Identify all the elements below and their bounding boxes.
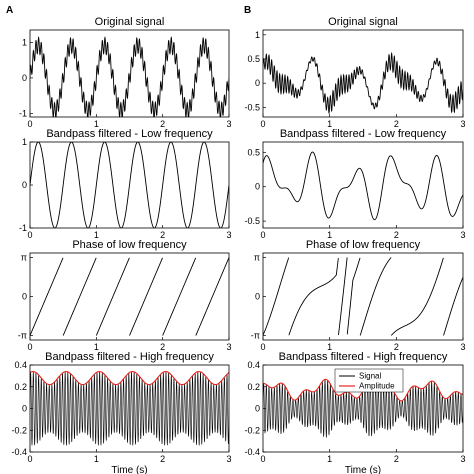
y-tick-label: 0 xyxy=(22,292,27,302)
x-tick-label: 1 xyxy=(327,454,332,464)
x-tick-label: 2 xyxy=(160,230,165,240)
y-tick-label: 0.4 xyxy=(247,360,260,370)
y-tick-label: -π xyxy=(18,331,27,341)
chart-title: Bandpass filtered - Low frequency xyxy=(46,128,213,140)
x-tick-label: 2 xyxy=(394,119,399,129)
chart-title: Original signal xyxy=(328,16,398,28)
x-tick-label: 0 xyxy=(27,342,32,352)
chart-title: Bandpass filtered - Low frequency xyxy=(280,128,447,140)
y-tick-label: -0.2 xyxy=(11,425,27,435)
x-tick-label: 2 xyxy=(394,342,399,352)
y-tick-label: 0 xyxy=(22,73,27,83)
y-tick-label: π xyxy=(21,252,27,262)
x-tick-label: 1 xyxy=(94,454,99,464)
x-tick-label: 1 xyxy=(94,230,99,240)
y-tick-label: -0.4 xyxy=(244,447,260,457)
amplitude-line xyxy=(30,370,229,386)
x-tick-label: 3 xyxy=(226,119,231,129)
x-tick-label: 0 xyxy=(27,230,32,240)
y-tick-label: 0.5 xyxy=(247,54,260,64)
x-tick-label: 3 xyxy=(460,230,465,240)
y-tick-label: 0.2 xyxy=(14,382,27,392)
series-line xyxy=(30,142,229,228)
x-tick-label: 3 xyxy=(226,454,231,464)
x-tick-label: 0 xyxy=(27,454,32,464)
y-tick-label: 0.4 xyxy=(14,360,27,370)
legend-signal-label: Signal xyxy=(359,372,381,381)
x-tick-label: 1 xyxy=(327,342,332,352)
y-tick-label: 0 xyxy=(22,180,27,190)
x-tick-label: 2 xyxy=(394,454,399,464)
x-tick-label: 1 xyxy=(327,230,332,240)
x-tick-label: 0 xyxy=(260,342,265,352)
chart-b-4: Bandpass filtered - High frequency 0 1 2 3 -0… xyxy=(244,351,465,474)
x-tick-label: 2 xyxy=(160,119,165,129)
y-tick-label: -0.4 xyxy=(11,447,27,457)
y-tick-label: 0.2 xyxy=(247,382,260,392)
chart-title: Bandpass filtered - High frequency xyxy=(279,351,448,363)
y-tick-label: -1 xyxy=(19,108,27,118)
x-tick-label: 2 xyxy=(160,342,165,352)
y-tick-label: 0 xyxy=(255,292,260,302)
chart-title: Phase of low frequency xyxy=(306,239,421,251)
x-tick-label: 3 xyxy=(460,454,465,464)
series-line xyxy=(30,36,229,117)
y-tick-label: 0 xyxy=(255,182,260,192)
series-line xyxy=(30,371,229,446)
x-tick-label: 3 xyxy=(460,342,465,352)
x-tick-label: 1 xyxy=(94,342,99,352)
x-tick-label: 2 xyxy=(160,454,165,464)
y-tick-label: π xyxy=(254,252,260,262)
x-tick-label: 3 xyxy=(226,342,231,352)
x-tick-label: 3 xyxy=(226,230,231,240)
x-tick-label: 0 xyxy=(260,119,265,129)
y-tick-label: -1 xyxy=(19,223,27,233)
legend-amplitude-label: Amplitude xyxy=(359,382,395,391)
series-line xyxy=(30,257,229,336)
x-axis-label: Time (s) xyxy=(111,465,147,474)
axes-frame xyxy=(262,29,464,118)
y-tick-label: 0 xyxy=(22,404,27,414)
y-tick-label: -0.5 xyxy=(244,102,260,112)
y-tick-label: -0.2 xyxy=(244,425,260,435)
y-tick-label: -0.5 xyxy=(244,216,260,226)
panel-label-b: B xyxy=(244,5,251,16)
chart-title: Original signal xyxy=(95,16,165,28)
chart-title: Bandpass filtered - High frequency xyxy=(45,351,214,363)
series-line xyxy=(263,51,463,115)
chart-title: Phase of low frequency xyxy=(72,239,187,251)
x-tick-label: 0 xyxy=(27,119,32,129)
series-line xyxy=(263,151,463,221)
y-tick-label: 1 xyxy=(22,137,27,147)
x-axis-label: Time (s) xyxy=(345,465,381,474)
x-tick-label: 1 xyxy=(327,119,332,129)
y-tick-label: -π xyxy=(251,331,260,341)
chart-b-2: Bandpass filtered - Low frequency 0 1 2 3 -0.… xyxy=(244,128,465,240)
x-tick-label: 2 xyxy=(394,230,399,240)
series-line xyxy=(263,257,463,336)
chart-a-4: Bandpass filtered - High frequency 0 1 2 3 -0… xyxy=(11,351,231,474)
y-tick-label: 1 xyxy=(22,37,27,47)
x-tick-label: 0 xyxy=(260,230,265,240)
axes-frame xyxy=(29,29,230,118)
x-tick-label: 0 xyxy=(260,454,265,464)
series-line xyxy=(263,379,463,438)
y-tick-label: 0.5 xyxy=(247,147,260,157)
y-tick-label: 0 xyxy=(255,78,260,88)
x-tick-label: 3 xyxy=(460,119,465,129)
axes-frame xyxy=(262,141,464,229)
panel-label-a: A xyxy=(6,5,13,16)
y-tick-label: 0 xyxy=(255,404,260,414)
x-tick-label: 1 xyxy=(94,119,99,129)
y-tick-label: 1 xyxy=(255,30,260,40)
